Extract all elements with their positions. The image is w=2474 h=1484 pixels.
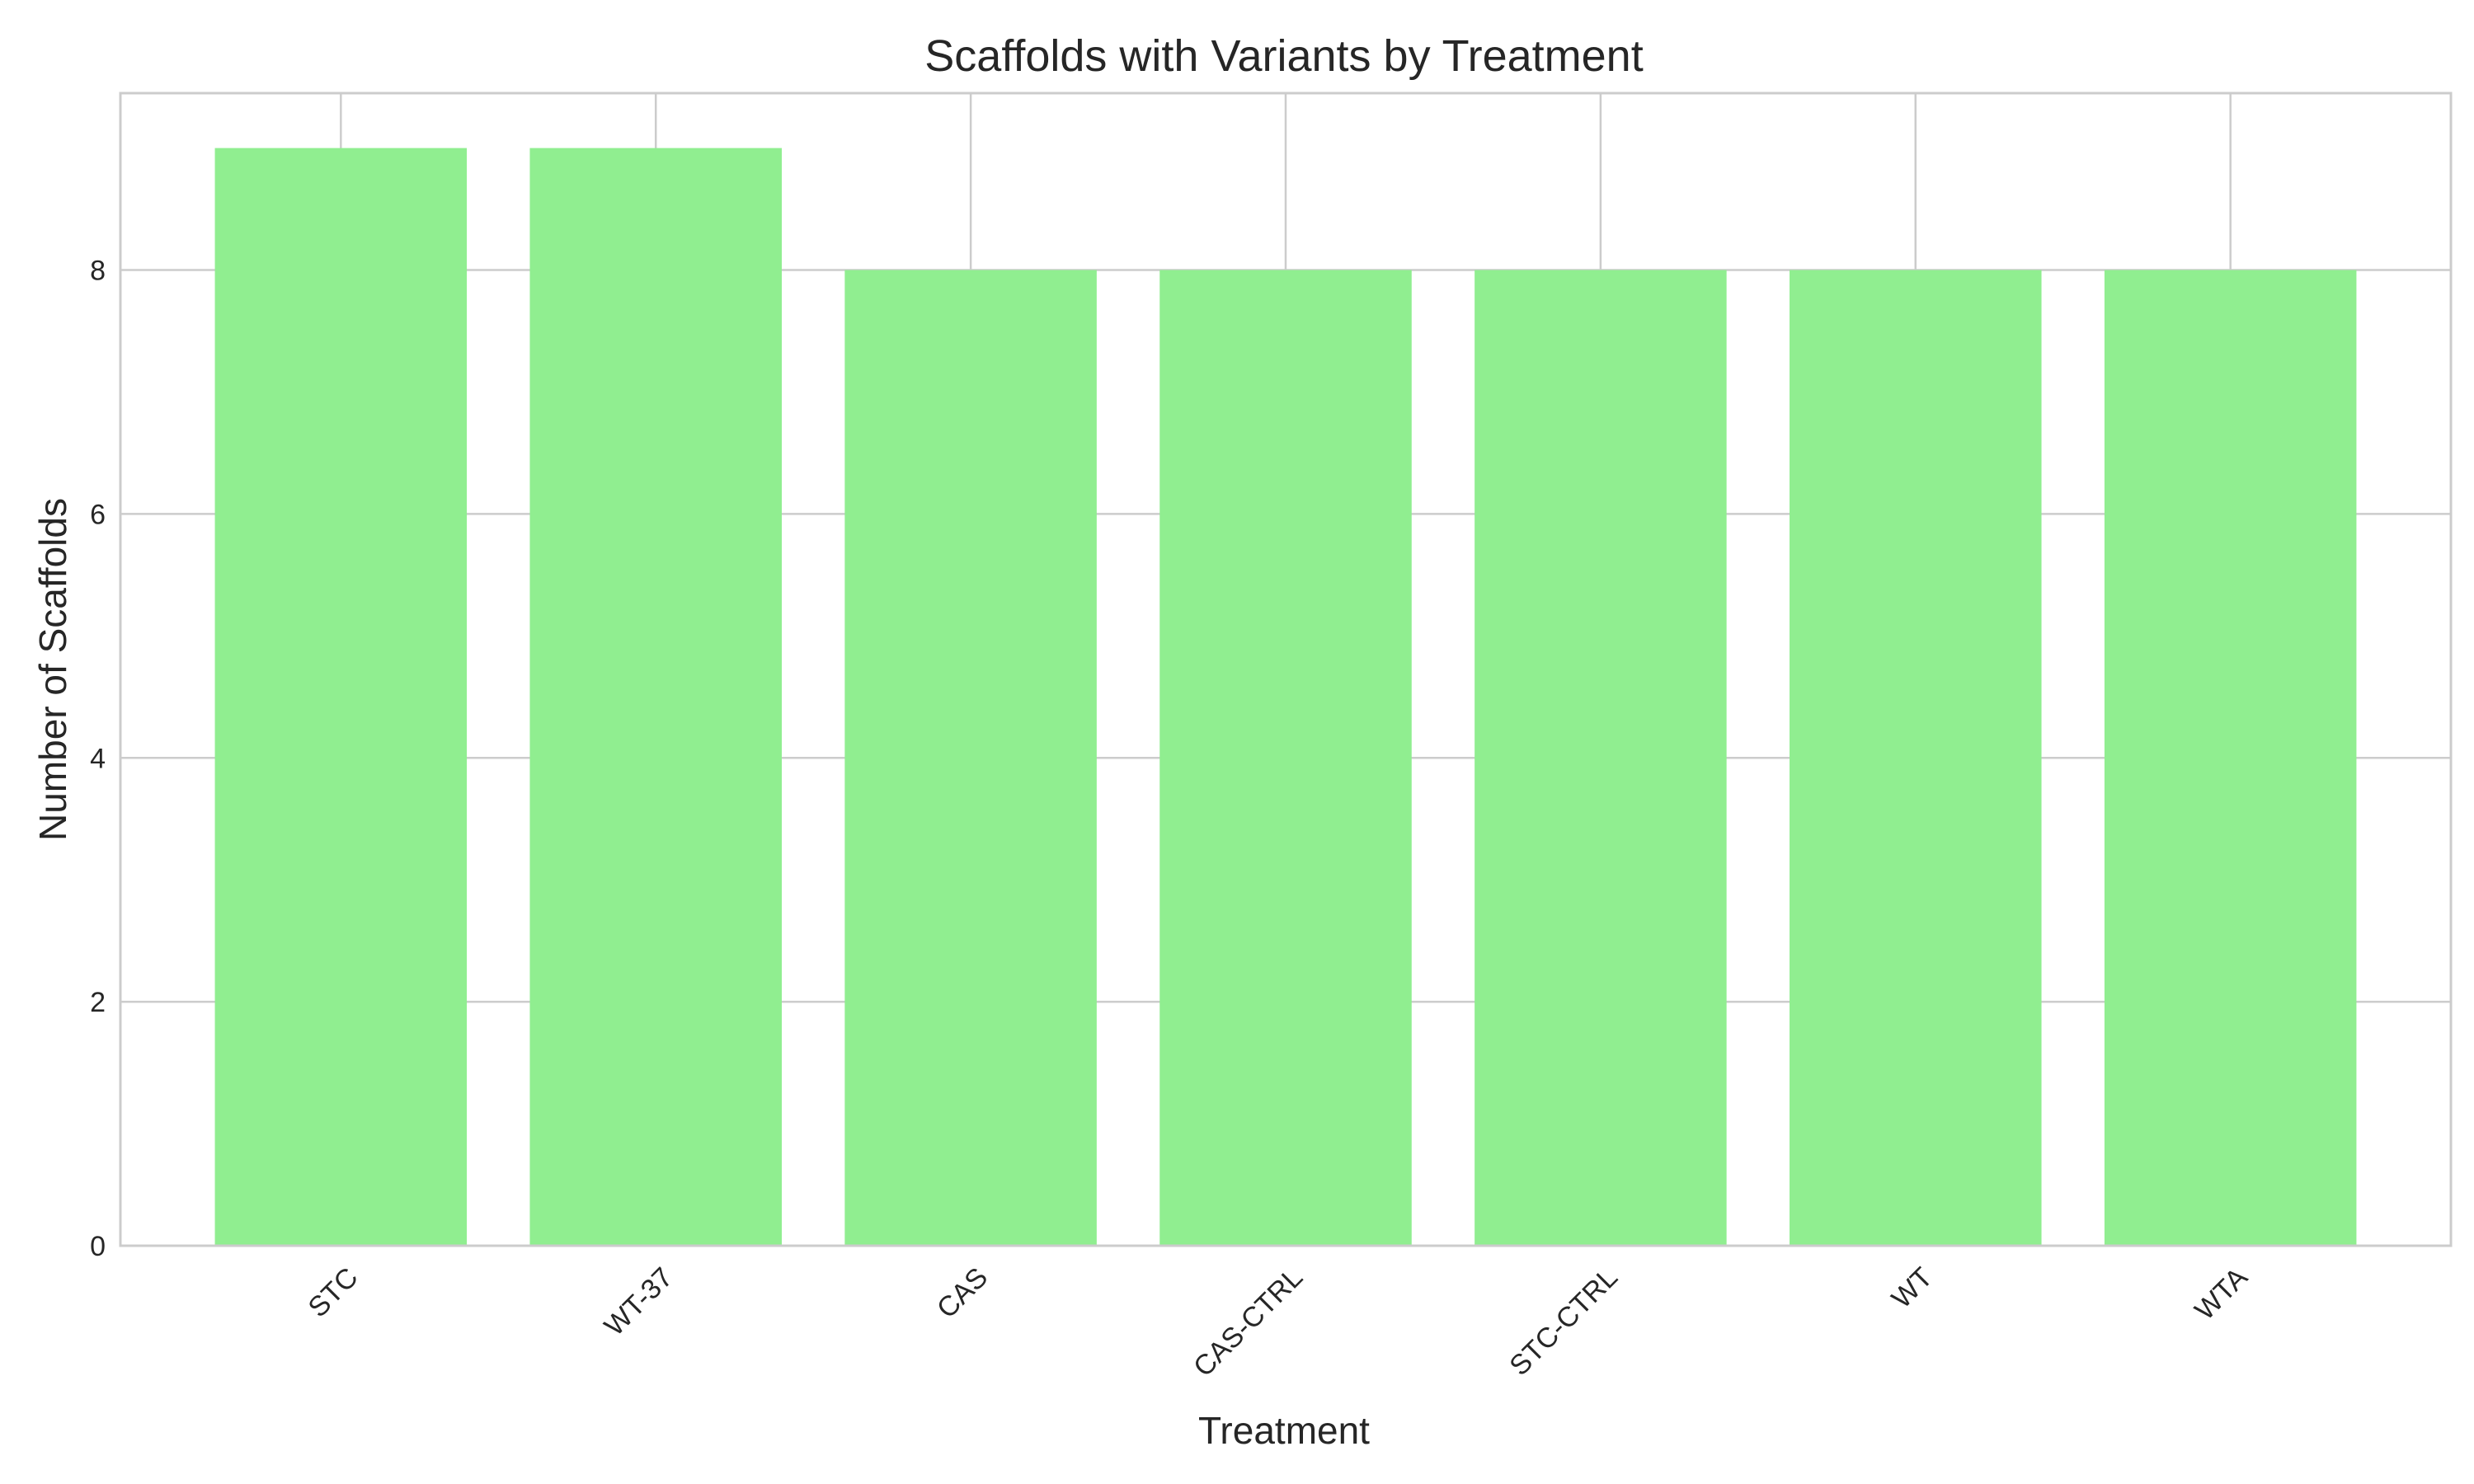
y-tick-label: 4 (90, 743, 106, 774)
x-axis-label: Treatment (1198, 1409, 1370, 1452)
plot-frame (119, 92, 2453, 1247)
bar-stc (214, 148, 468, 1247)
x-tick-label: CAS (931, 1261, 994, 1324)
x-tick-label: STC (303, 1261, 365, 1323)
bar-wt (1790, 270, 2042, 1246)
bar-cas (844, 270, 1097, 1246)
y-tick-labels: 0 2 4 6 8 (90, 256, 106, 1262)
bar-wt-37 (529, 148, 782, 1247)
y-axis-label: Number of Scaffolds (31, 498, 74, 841)
chart-title: Scaffolds with Variants by Treatment (924, 31, 1643, 81)
x-tick-labels: STC WT-37 CAS CAS-CTRL STC-CTRL WT WTA (303, 1261, 2255, 1383)
y-tick-label: 2 (90, 987, 106, 1018)
bars (214, 148, 2357, 1247)
bar-cas-ctrl (1159, 270, 1412, 1246)
x-tick-label: WT (1886, 1261, 1939, 1314)
x-tick-label: STC-CTRL (1503, 1261, 1624, 1382)
x-tick-label: CAS-CTRL (1188, 1261, 1309, 1383)
x-tick-label: WTA (2189, 1261, 2254, 1327)
x-tick-label: WT-37 (599, 1261, 680, 1342)
y-tick-label: 6 (90, 499, 106, 530)
y-tick-label: 8 (90, 256, 106, 287)
bar-wta (2104, 270, 2357, 1246)
y-tick-label: 0 (90, 1231, 106, 1262)
bar-stc-ctrl (1475, 270, 1727, 1246)
